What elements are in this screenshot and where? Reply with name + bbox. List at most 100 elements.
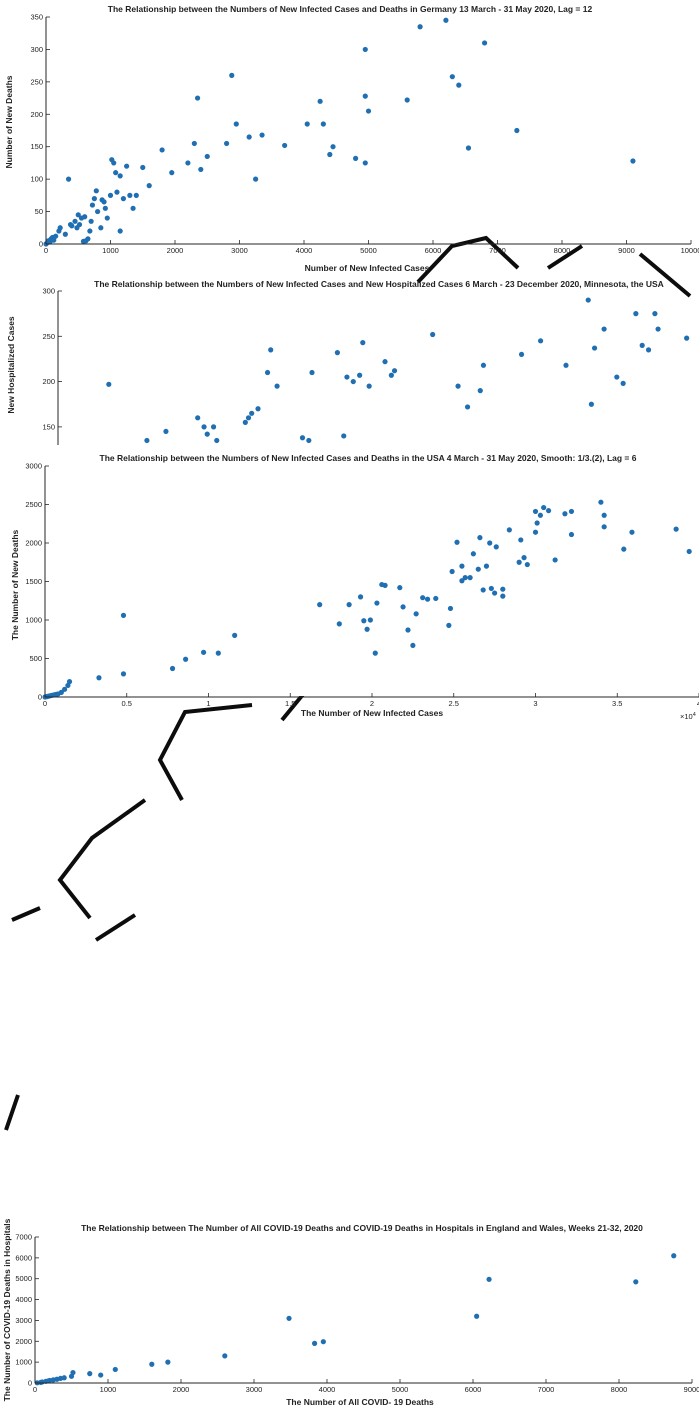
data-point — [87, 1371, 93, 1377]
x-tick-label: 1000 — [100, 1385, 117, 1394]
data-point — [117, 173, 123, 179]
data-point — [562, 511, 568, 517]
y-tick-label: 500 — [29, 654, 42, 663]
data-point — [201, 424, 207, 430]
y-tick-label: 1000 — [15, 1358, 32, 1367]
x-tick-label: 7000 — [489, 246, 506, 255]
data-point — [563, 362, 569, 368]
data-point — [127, 192, 133, 198]
x-axis-label: Number of New Infected Cases — [305, 263, 430, 273]
x-tick-label: 0.5 — [122, 699, 132, 708]
y-tick-label: 300 — [30, 45, 43, 54]
data-point — [620, 380, 626, 386]
data-point — [146, 183, 152, 189]
y-tick-label: 200 — [42, 377, 55, 386]
x-tick-label: 5000 — [392, 1385, 409, 1394]
data-point — [465, 145, 472, 151]
data-point — [264, 369, 271, 376]
data-point — [462, 575, 468, 581]
data-point — [552, 557, 558, 563]
data-point — [382, 582, 388, 588]
data-point — [91, 196, 97, 202]
data-point — [524, 561, 530, 568]
data-point — [185, 160, 191, 166]
data-point — [102, 205, 108, 211]
data-point — [456, 82, 462, 88]
data-point — [133, 192, 139, 198]
data-point — [330, 144, 336, 150]
data-point — [350, 378, 356, 385]
data-point — [598, 499, 604, 505]
data-point — [140, 164, 146, 171]
data-point — [306, 437, 312, 444]
y-tick-label: 150 — [30, 142, 43, 151]
chart-germany-deaths: The Relationship between the Numbers of … — [4, 4, 699, 273]
chart-title: The Relationship between The Number of A… — [81, 1223, 643, 1233]
x-tick-label: 4 — [697, 699, 699, 708]
x-exponent-label: ×104 — [680, 712, 696, 721]
data-point — [107, 192, 114, 198]
data-point — [169, 665, 176, 672]
data-point — [317, 602, 323, 608]
y-tick-label: 350 — [30, 13, 43, 22]
data-point — [362, 46, 368, 53]
chart-title: The Relationship between the Numbers of … — [100, 453, 637, 463]
x-tick-label: 2000 — [167, 246, 184, 255]
data-point — [357, 372, 363, 378]
data-point — [65, 176, 72, 182]
x-tick-label: 3.5 — [612, 699, 622, 708]
data-point — [169, 170, 175, 176]
data-point — [477, 535, 483, 541]
data-point — [317, 98, 323, 104]
x-tick-label: 7000 — [538, 1385, 555, 1394]
data-point — [57, 225, 63, 231]
chart-minnesota-hospitalized: The Relationship between the Numbers of … — [6, 279, 690, 445]
data-point — [417, 24, 423, 30]
x-tick-label: 9000 — [684, 1385, 699, 1394]
data-point — [601, 326, 607, 332]
data-point — [362, 160, 368, 166]
data-point — [222, 1353, 228, 1359]
x-tick-label: 0 — [33, 1385, 37, 1394]
data-point — [684, 335, 690, 341]
data-point — [374, 600, 380, 606]
data-point — [518, 537, 524, 543]
data-point — [455, 383, 461, 389]
x-tick-label: 10000 — [681, 246, 699, 255]
y-tick-label: 0 — [38, 693, 42, 702]
y-axis-label: Number of New Deaths — [4, 75, 14, 168]
data-point — [433, 595, 439, 602]
chart-england-wales-deaths: The Relationship between The Number of A… — [2, 1218, 699, 1407]
x-tick-label: 4000 — [319, 1385, 336, 1394]
data-point — [382, 359, 388, 365]
data-point — [191, 140, 197, 147]
axis-ticks: 0 500 1000 1500 2000 2500 3000 0 0.5 1 1.5 2 2.5 3 3.5… — [25, 462, 699, 708]
data-point — [591, 345, 598, 351]
data-point — [645, 347, 652, 353]
y-tick-label: 7000 — [15, 1233, 32, 1242]
y-tick-label: 2000 — [25, 539, 42, 548]
data-point — [249, 410, 255, 416]
data-point — [204, 153, 210, 160]
data-point — [364, 626, 370, 632]
data-point — [198, 166, 204, 173]
data-point — [232, 632, 238, 639]
data-point — [405, 627, 411, 633]
data-point — [459, 563, 465, 569]
data-point — [104, 215, 110, 221]
data-point — [413, 611, 419, 617]
data-point — [480, 587, 486, 593]
data-point — [282, 142, 288, 149]
data-point — [85, 236, 91, 242]
data-point — [365, 108, 372, 114]
x-tick-label: 0 — [44, 246, 48, 255]
data-point — [424, 596, 431, 602]
y-tick-label: 6000 — [15, 1253, 32, 1262]
data-point — [474, 1313, 480, 1319]
data-point — [362, 93, 368, 99]
x-tick-label: 2000 — [173, 1385, 190, 1394]
data-point — [120, 196, 126, 202]
x-axis-label: The Number of All COVID- 19 Deaths — [286, 1397, 434, 1407]
data-point — [500, 593, 506, 599]
data-point — [633, 311, 639, 317]
